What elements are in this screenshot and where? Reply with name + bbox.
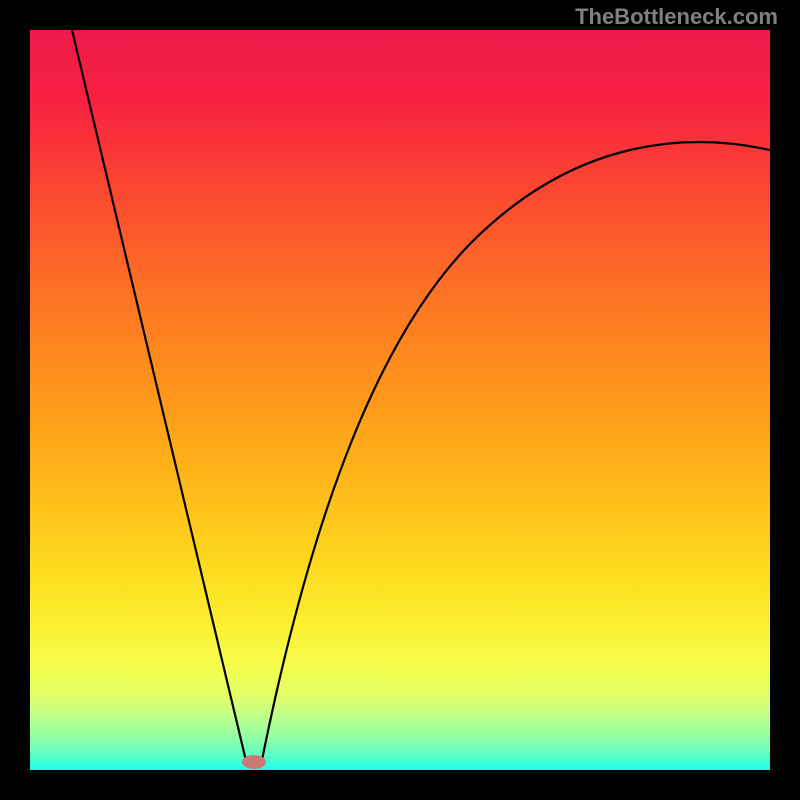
left-branch-curve <box>72 30 247 765</box>
watermark-text: TheBottleneck.com <box>575 4 778 30</box>
chart-container: TheBottleneck.com <box>0 0 800 800</box>
minimum-marker <box>242 755 266 769</box>
right-branch-curve <box>261 142 770 765</box>
plot-area <box>30 30 770 770</box>
curve-layer <box>30 30 770 770</box>
